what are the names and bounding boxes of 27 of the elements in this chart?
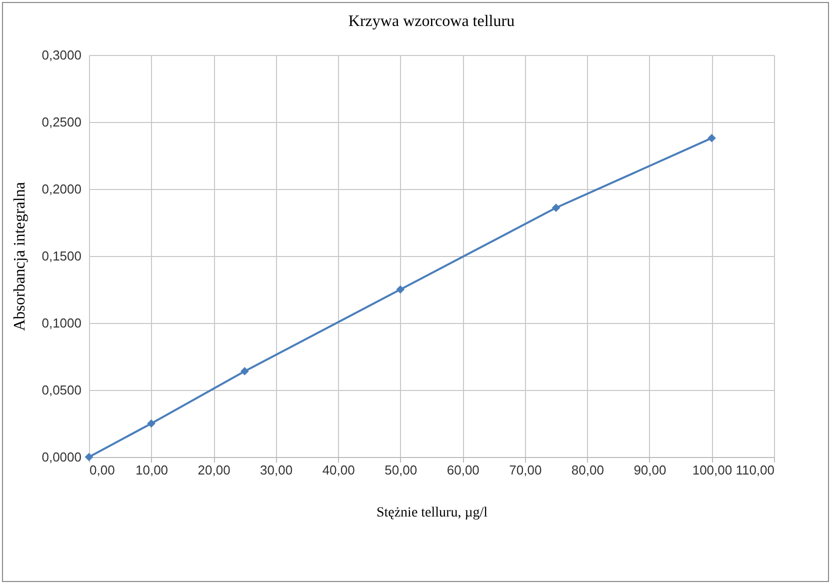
x-tick-label: 90,00 — [634, 462, 666, 478]
x-tick-label: 70,00 — [509, 462, 542, 478]
y-tick-label: 0,2000 — [42, 182, 82, 196]
point — [396, 285, 405, 294]
point — [240, 367, 249, 376]
y-tick-label: 0,0000 — [42, 450, 82, 464]
y-tick-label: 0,3000 — [42, 48, 82, 62]
point — [708, 134, 716, 142]
x-tick-label: 0,00 — [90, 462, 115, 478]
y-tick-label: 0,0500 — [42, 382, 82, 398]
y-tick-label: 0,1000 — [42, 316, 82, 330]
x-tick-label: 110,00 — [736, 462, 774, 478]
x-tick-label: 100,00 — [692, 462, 732, 478]
y-axis-title: Absorbancja integralna — [12, 182, 29, 331]
y-tick-label: 0,1500 — [42, 248, 82, 264]
x-tick-label: 40,00 — [322, 462, 355, 478]
x-tick-label: 20,00 — [198, 462, 230, 478]
y-tick-label: 0,2500 — [42, 114, 82, 130]
x-tick-label: 80,00 — [571, 462, 604, 478]
chart-title: Krzywa wzorcowa telluru — [348, 13, 515, 30]
x-axis-title: Stężnie telluru, µg/l — [376, 506, 488, 520]
x-tick-label: 50,00 — [384, 462, 418, 478]
point — [147, 419, 156, 428]
x-tick-label: 10,00 — [136, 462, 168, 478]
x-tick-label: 30,00 — [260, 462, 293, 478]
x-tick-label: 60,00 — [446, 462, 480, 478]
point — [552, 204, 560, 212]
